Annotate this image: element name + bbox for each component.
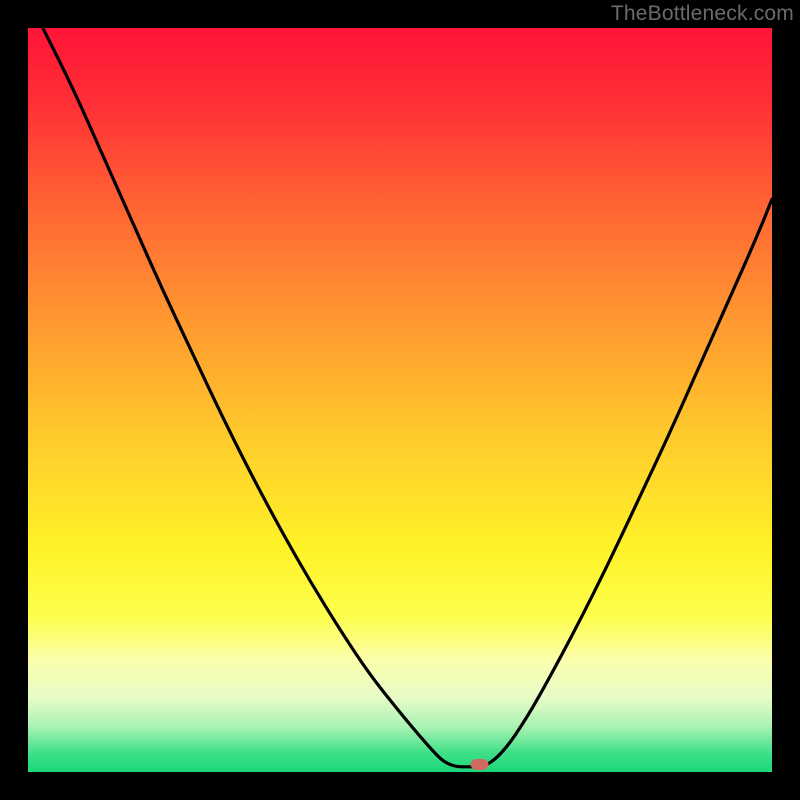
min-marker bbox=[471, 759, 489, 770]
chart-container: TheBottleneck.com bbox=[0, 0, 800, 800]
bottleneck-chart bbox=[0, 0, 800, 800]
plot-background bbox=[28, 28, 772, 772]
watermark-text: TheBottleneck.com bbox=[611, 2, 794, 26]
